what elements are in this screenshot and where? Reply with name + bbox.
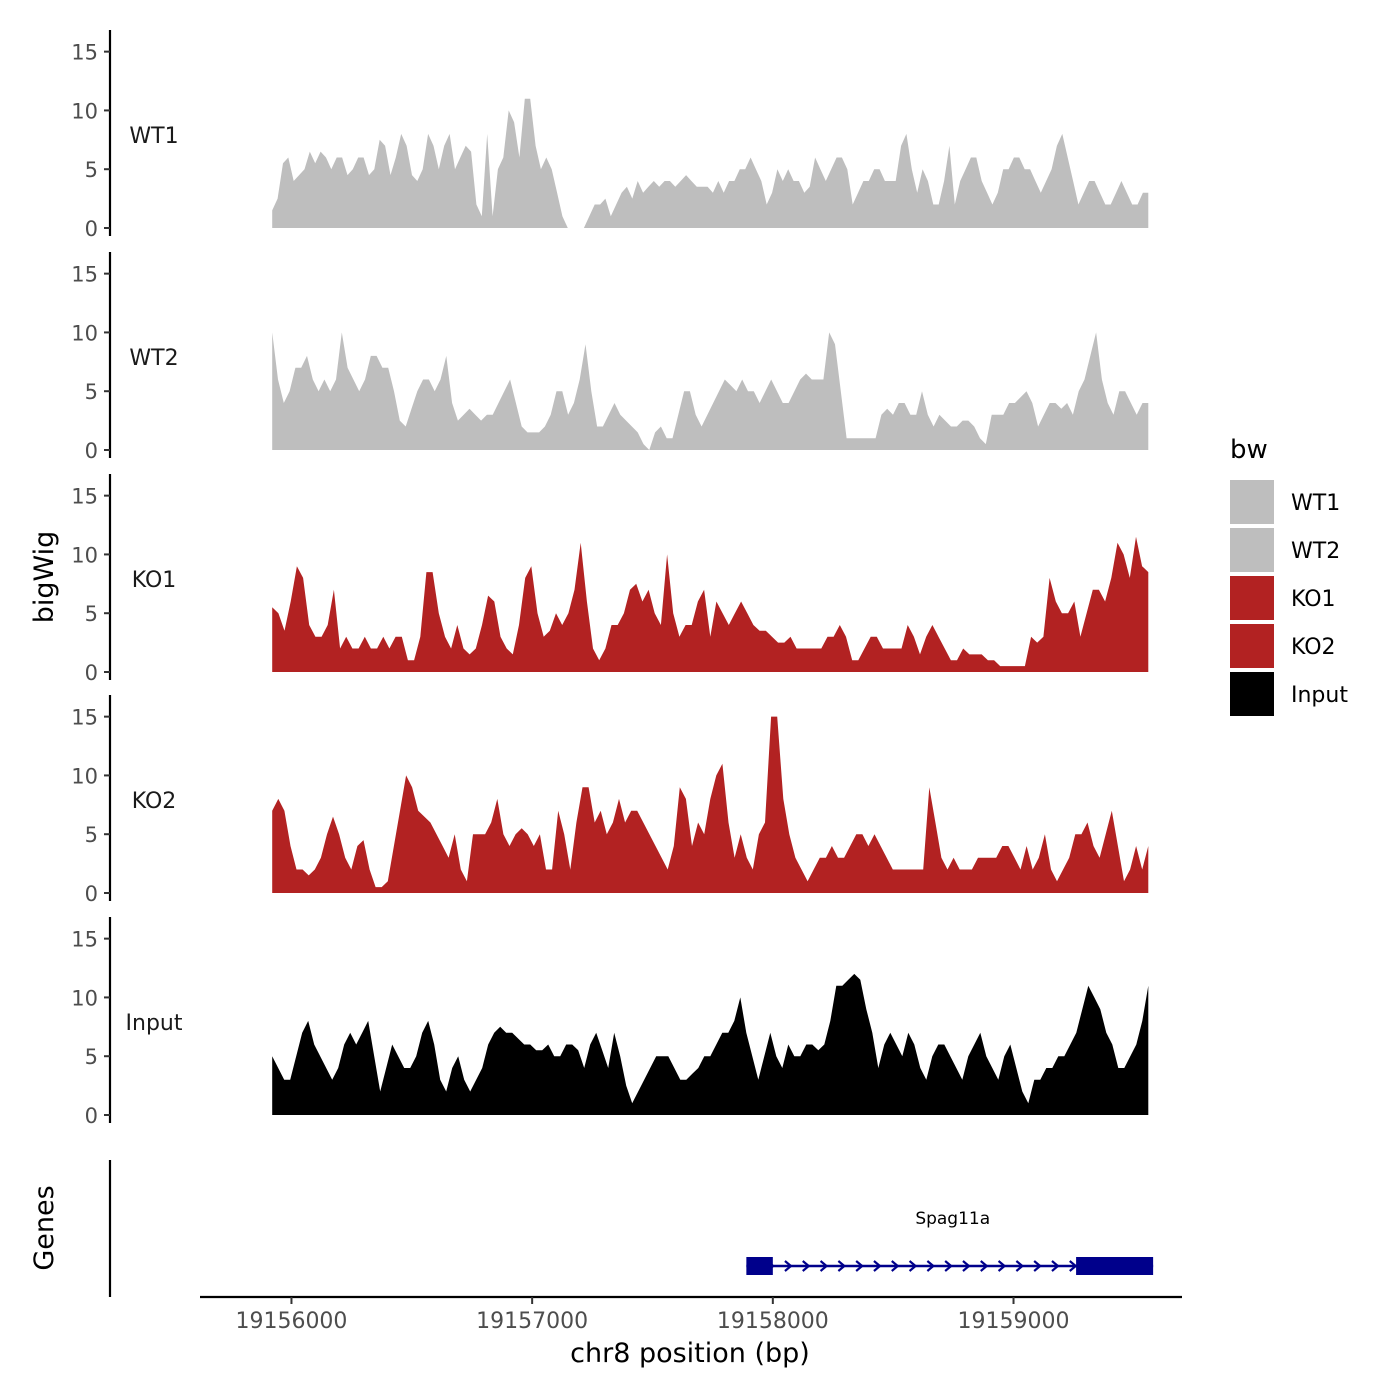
y-tick-label: 10 — [71, 321, 98, 345]
strand-arrow — [1069, 1260, 1078, 1272]
y-tick-label: 0 — [85, 661, 98, 685]
track-input: 0 5 10 15 Input — [71, 917, 1149, 1128]
strand-arrow — [819, 1260, 829, 1272]
strand-arrow — [802, 1260, 811, 1272]
track-wt2: 0 5 10 15 WT2 — [71, 252, 1149, 463]
y-tick-label: 10 — [71, 99, 98, 123]
track-label: WT2 — [129, 346, 178, 371]
y-tick-label: 10 — [71, 986, 98, 1010]
legend-swatch — [1230, 624, 1274, 668]
track-label: KO2 — [132, 789, 177, 814]
gene-name-label: Spag11a — [915, 1209, 990, 1229]
strand-arrow — [873, 1260, 882, 1272]
track-ko2: 0 5 10 15 KO2 — [71, 695, 1149, 906]
strand-arrow — [891, 1260, 900, 1272]
legend-item-wt1: WT1 — [1230, 480, 1340, 524]
signal-area-wt2 — [272, 332, 1149, 450]
legend-label: Input — [1291, 683, 1348, 708]
y-tick-label: 15 — [71, 706, 98, 730]
y-tick-label: 0 — [85, 439, 98, 463]
signal-tracks: 0 5 10 15 WT1 0 5 10 15 WT2 0 5 10 15 KO1 0 5 10 15 KO2 0 5 10… — [71, 30, 1149, 1128]
y-tick-label: 15 — [71, 485, 98, 509]
track-wt1: 0 5 10 15 WT1 — [71, 30, 1149, 241]
track-label: KO1 — [132, 568, 177, 593]
strand-arrow — [926, 1260, 936, 1272]
y-tick-label: 15 — [71, 928, 98, 952]
strand-arrow — [1015, 1260, 1025, 1272]
strand-arrow — [997, 1260, 1007, 1272]
gene-exon — [746, 1257, 773, 1275]
legend-title: bw — [1230, 435, 1268, 465]
track-label: WT1 — [129, 124, 178, 149]
signal-area-ko2 — [272, 716, 1149, 893]
strand-arrow — [1033, 1260, 1042, 1272]
strand-arrow — [1051, 1260, 1060, 1272]
x-axis: 19156000 19157000 19158000 19159000 — [200, 1295, 1182, 1334]
legend-label: WT2 — [1291, 539, 1340, 564]
y-tick-label: 5 — [85, 380, 98, 404]
legend-item-wt2: WT2 — [1230, 528, 1340, 572]
track-ko1: 0 5 10 15 KO1 — [71, 474, 1149, 685]
y-tick-label: 15 — [71, 263, 98, 287]
strand-arrow — [837, 1260, 847, 1272]
x-tick-label: 19159000 — [958, 1309, 1070, 1334]
strand-arrow — [855, 1260, 864, 1272]
strand-arrow — [784, 1260, 793, 1272]
y-tick-label: 5 — [85, 602, 98, 626]
x-tick-label: 19157000 — [476, 1309, 588, 1334]
strand-arrow — [944, 1260, 953, 1272]
y-tick-label: 10 — [71, 543, 98, 567]
legend-swatch — [1230, 576, 1274, 620]
legend-swatch — [1230, 672, 1274, 716]
signal-area-wt1 — [272, 98, 1149, 228]
legend-item-ko2: KO2 — [1230, 624, 1336, 668]
strand-arrow — [980, 1260, 989, 1272]
y-tick-label: 5 — [85, 823, 98, 847]
gene-exon — [1076, 1257, 1154, 1275]
strand-arrow — [962, 1260, 971, 1272]
legend-item-ko1: KO1 — [1230, 576, 1336, 620]
y-tick-label: 0 — [85, 882, 98, 906]
y-axis-title: bigWig — [29, 531, 60, 624]
y-tick-label: 10 — [71, 764, 98, 788]
legend-label: KO2 — [1291, 635, 1336, 660]
y-tick-label: 5 — [85, 1045, 98, 1069]
signal-area-ko1 — [272, 536, 1149, 672]
gene-spag11a: Spag11a — [746, 1209, 1154, 1275]
legend-item-input: Input — [1230, 672, 1348, 716]
y-tick-label: 15 — [71, 41, 98, 65]
legend-swatch — [1230, 480, 1274, 524]
gene-track-panel: Spag11a — [108, 1160, 1154, 1297]
y-tick-label: 0 — [85, 1104, 98, 1128]
x-axis-title: chr8 position (bp) — [570, 1338, 810, 1369]
legend-label: KO1 — [1291, 587, 1336, 612]
legend-swatch — [1230, 528, 1274, 572]
legend: bw WT1 WT2 KO1 KO2 Input — [1230, 435, 1348, 716]
strand-arrow — [908, 1260, 918, 1272]
track-label: Input — [126, 1011, 183, 1036]
x-tick-label: 19156000 — [235, 1309, 347, 1334]
legend-label: WT1 — [1291, 491, 1340, 516]
genes-axis-title: Genes — [29, 1185, 60, 1270]
y-tick-label: 5 — [85, 158, 98, 182]
signal-area-input — [272, 973, 1149, 1115]
x-tick-label: 19158000 — [717, 1309, 829, 1334]
y-tick-label: 0 — [85, 217, 98, 241]
